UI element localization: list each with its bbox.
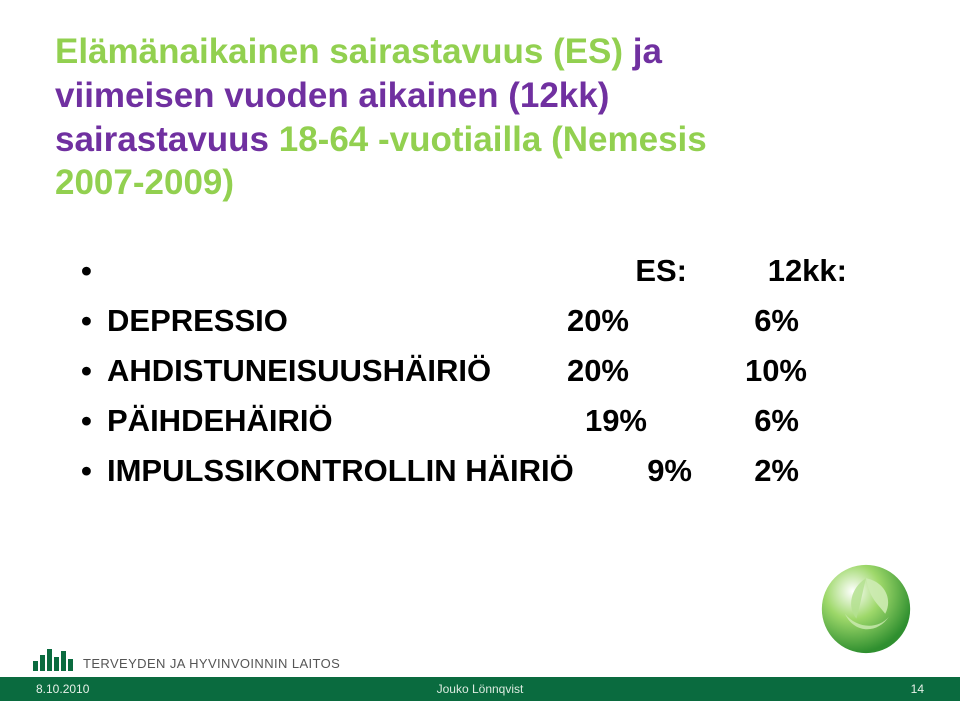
- bullet-icon: •: [81, 305, 107, 336]
- row-value-es: 9%: [632, 453, 692, 489]
- list-header: • ES: 12kk:: [81, 253, 905, 289]
- title-frag-5: 18-64 -vuotiailla (Nemesis: [269, 120, 707, 159]
- data-list: • ES: 12kk: • DEPRESSIO 20% 6% • AHDISTU…: [55, 253, 905, 489]
- footer-date: 8.10.2010: [0, 682, 89, 696]
- row-value-es: 20%: [537, 353, 629, 389]
- slide: Elämänaikainen sairastavuus (ES) ja viim…: [0, 0, 960, 701]
- row-label: DEPRESSIO: [107, 303, 529, 339]
- bullet-icon: •: [81, 255, 107, 286]
- org-name: TERVEYDEN JA HYVINVOINNIN LAITOS: [83, 657, 340, 671]
- list-item: • AHDISTUNEISUUSHÄIRIÖ 20% 10%: [81, 353, 905, 389]
- list-item: • IMPULSSIKONTROLLIN HÄIRIÖ 9% 2%: [81, 453, 905, 489]
- title-frag-1: Elämänaikainen sairastavuus (ES): [55, 32, 623, 71]
- sphere-icon: [818, 561, 914, 657]
- header-col-1: ES:: [597, 253, 687, 289]
- slide-footer: TERVEYDEN JA HYVINVOINNIN LAITOS 8.10.20…: [0, 615, 960, 701]
- row-label: IMPULSSIKONTROLLIN HÄIRIÖ: [107, 453, 632, 489]
- list-item: • PÄIHDEHÄIRIÖ 19% 6%: [81, 403, 905, 439]
- footer-bar: 8.10.2010 Jouko Lönnqvist 14: [0, 677, 960, 701]
- row-label: AHDISTUNEISUUSHÄIRIÖ: [107, 353, 537, 389]
- row-value-es: 20%: [529, 303, 629, 339]
- row-label: PÄIHDEHÄIRIÖ: [107, 403, 552, 439]
- title-frag-3: viimeisen vuoden aikainen (12kk): [55, 76, 609, 115]
- row-value-es: 19%: [552, 403, 647, 439]
- list-item: • DEPRESSIO 20% 6%: [81, 303, 905, 339]
- row-value-12kk: 6%: [647, 403, 799, 439]
- header-col-2: 12kk:: [687, 253, 847, 289]
- page-number: 14: [911, 682, 924, 696]
- row-value-12kk: 10%: [629, 353, 807, 389]
- bullet-icon: •: [81, 455, 107, 486]
- row-value-12kk: 6%: [629, 303, 799, 339]
- row-value-12kk: 2%: [692, 453, 799, 489]
- logo-bars-icon: [33, 649, 73, 671]
- org-logo: TERVEYDEN JA HYVINVOINNIN LAITOS: [33, 649, 340, 671]
- bullet-icon: •: [81, 355, 107, 386]
- slide-title: Elämänaikainen sairastavuus (ES) ja viim…: [55, 30, 905, 205]
- title-frag-2: ja: [623, 32, 662, 71]
- title-frag-6: 2007-2009): [55, 163, 234, 202]
- bullet-icon: •: [81, 405, 107, 436]
- title-frag-4: sairastavuus: [55, 120, 269, 159]
- footer-author: Jouko Lönnqvist: [437, 682, 524, 696]
